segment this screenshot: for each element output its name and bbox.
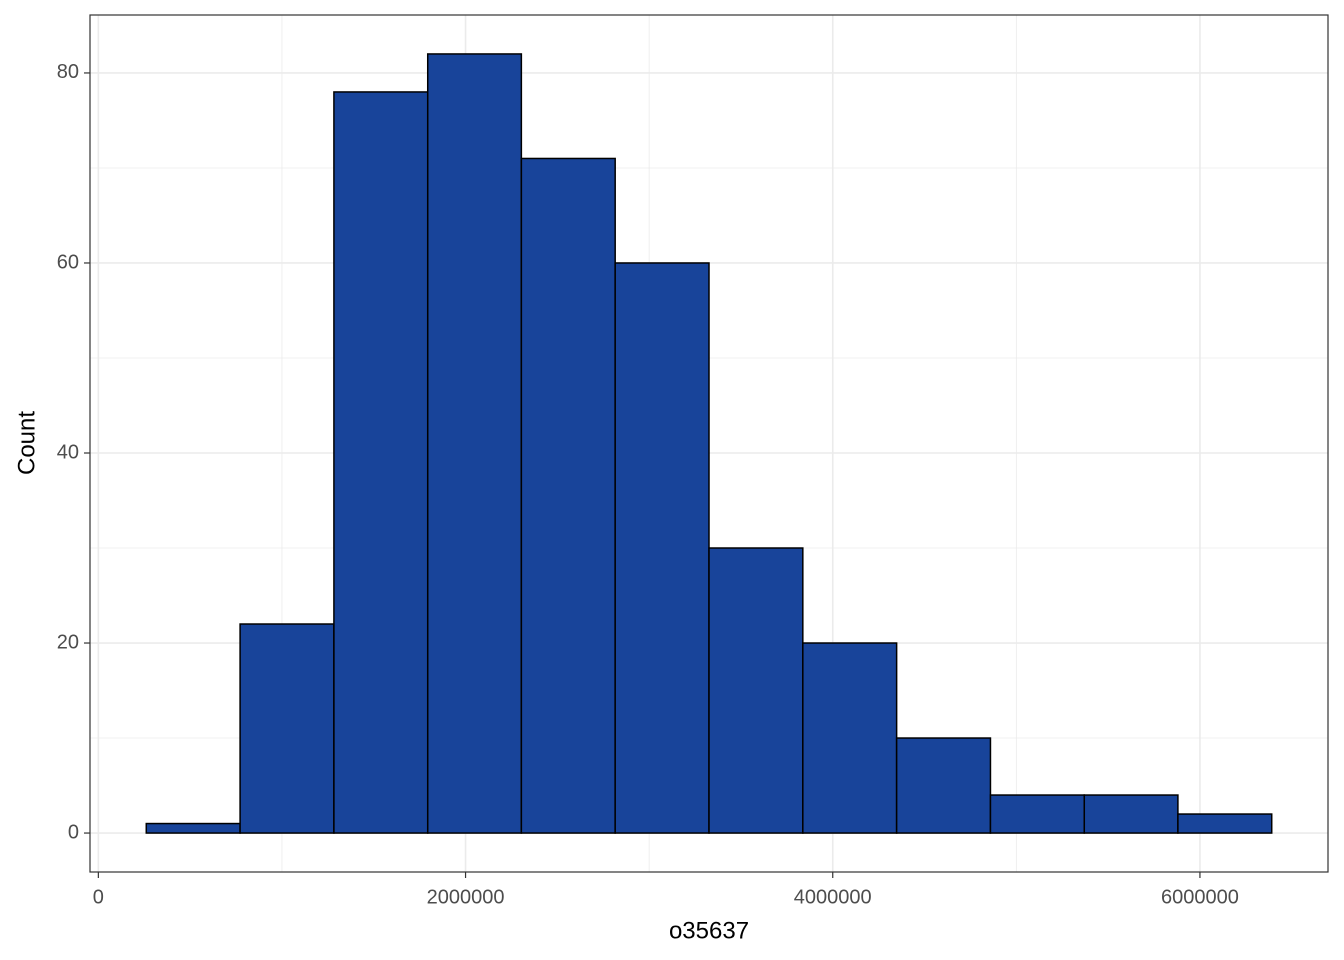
y-tick-label: 40 [57, 441, 79, 463]
y-tick-label: 20 [57, 631, 79, 653]
bar [333, 91, 429, 834]
bar [895, 737, 992, 834]
y-tick-label: 60 [57, 251, 79, 273]
y-axis-title: Count [13, 411, 40, 475]
bar [989, 794, 1086, 834]
y-tick-label: 0 [68, 821, 79, 843]
bar [426, 53, 523, 834]
y-tick-label: 80 [57, 61, 79, 83]
x-tick-label: 2000000 [427, 886, 505, 908]
x-tick-label: 6000000 [1161, 886, 1239, 908]
bar [1177, 813, 1273, 834]
bar [1083, 794, 1179, 834]
bar [520, 157, 616, 834]
bar [239, 623, 335, 834]
bar [614, 262, 710, 834]
bar [145, 822, 241, 834]
bar [708, 547, 804, 834]
bar [802, 642, 898, 834]
x-tick-label: 0 [93, 886, 104, 908]
panel-border [89, 14, 1329, 873]
x-axis-title: o35637 [669, 917, 749, 944]
x-tick-label: 4000000 [794, 886, 872, 908]
